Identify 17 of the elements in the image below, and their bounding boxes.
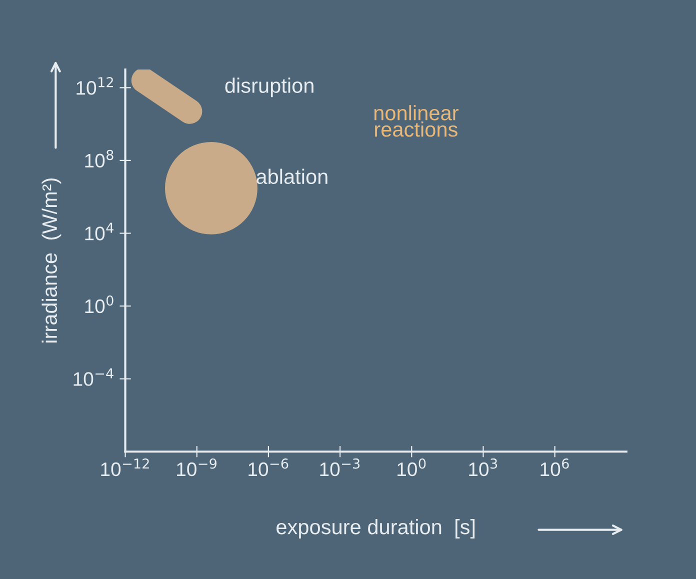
y-tick-label: 10$^{−4}$ (74, 368, 114, 386)
y-tick-label: 10$^{4}$ (85, 222, 114, 240)
series-label: ablation (256, 168, 328, 184)
x-tick-label: 10$^{−9}$ (177, 458, 216, 476)
y-axis-title: irradiance (W/m²) (42, 178, 62, 342)
y-tick-label: 10$^{12}$ (76, 77, 113, 95)
x-tick-label: 10$^{6}$ (540, 458, 569, 476)
y-tick-label: 10$^{8}$ (85, 150, 114, 168)
x-tick-label: 10$^{0}$ (398, 458, 426, 476)
x-tick-label: 10$^{3}$ (469, 458, 498, 476)
x-tick-label: 10$^{−12}$ (101, 458, 149, 476)
x-tick-label: 10$^{−6}$ (248, 458, 288, 476)
x-tick-label: 10$^{−3}$ (320, 458, 360, 476)
series-label: disruption (225, 78, 314, 98)
x-axis-title: exposure duration [s] (276, 519, 475, 538)
annotation: nonlinear reactions (374, 105, 458, 137)
y-tick-label: 10$^{0}$ (85, 295, 114, 314)
